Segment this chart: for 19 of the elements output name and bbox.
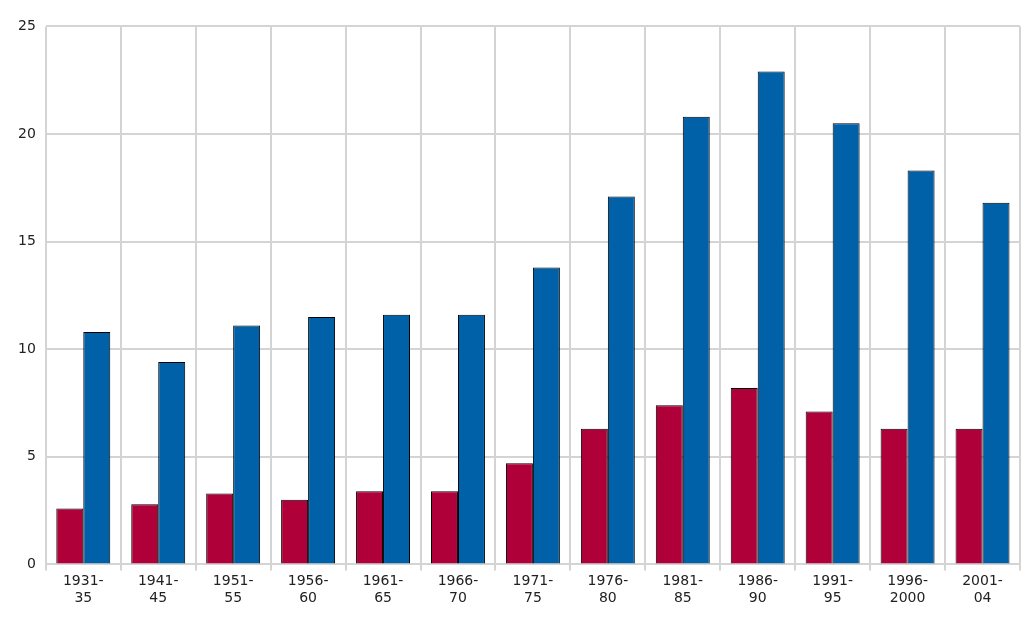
- y-tick-label: 20: [17, 124, 36, 141]
- x-tick-label: 1986-90: [737, 572, 779, 606]
- x-tick-label: 1996-2000: [887, 572, 928, 606]
- y-tick-label: 10: [17, 339, 36, 356]
- y-tick-label: 15: [17, 232, 36, 249]
- x-tick-label: 1931-35: [62, 572, 104, 606]
- x-tick-label: 1981-85: [662, 572, 704, 606]
- x-tick-label: 1941-45: [137, 572, 179, 606]
- x-tick-label: 1951-55: [212, 572, 254, 606]
- x-tick-label: 1966-70: [437, 572, 479, 606]
- x-tick-label: 1991-95: [812, 572, 853, 606]
- x-tick-label: 1971-75: [512, 572, 554, 606]
- x-tick-label: 1961-65: [362, 572, 404, 606]
- y-tick-label: 0: [26, 555, 36, 572]
- x-tick-label: 2001-04: [962, 572, 1003, 606]
- x-tick-label: 1976-80: [587, 572, 629, 606]
- y-tick-label: 5: [26, 447, 36, 464]
- x-tick-label: 1956-60: [287, 572, 329, 606]
- y-tick-label: 25: [17, 17, 36, 34]
